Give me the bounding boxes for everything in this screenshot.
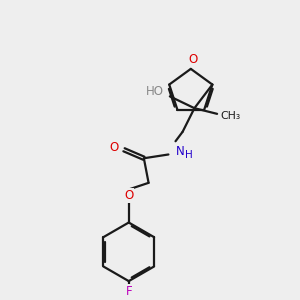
Text: F: F (125, 285, 132, 298)
Text: CH₃: CH₃ (220, 111, 240, 121)
Text: HO: HO (146, 85, 164, 98)
Text: N: N (176, 145, 184, 158)
Text: O: O (124, 189, 134, 202)
Text: H: H (185, 150, 193, 161)
Text: O: O (109, 141, 118, 154)
Text: O: O (188, 53, 198, 66)
